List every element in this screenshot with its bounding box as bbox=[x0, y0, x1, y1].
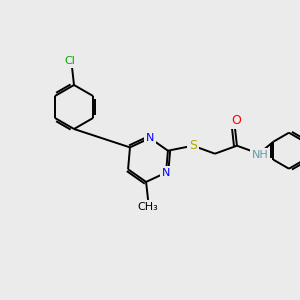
Text: NH: NH bbox=[252, 150, 268, 160]
Text: CH₃: CH₃ bbox=[138, 202, 158, 212]
Text: S: S bbox=[189, 139, 197, 152]
Text: Cl: Cl bbox=[64, 56, 75, 66]
Text: N: N bbox=[146, 133, 154, 143]
Text: N: N bbox=[162, 168, 170, 178]
Text: O: O bbox=[231, 114, 241, 127]
